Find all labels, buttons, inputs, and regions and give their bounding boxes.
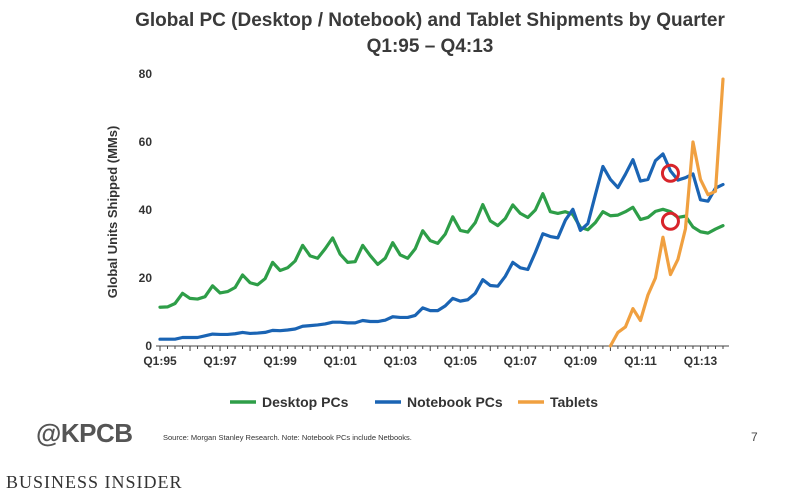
source-note: Source: Morgan Stanley Research. Note: N…	[163, 433, 412, 442]
x-tick-label-q1-95: Q1:95	[143, 354, 177, 368]
y-tick-label-60: 60	[139, 135, 153, 149]
x-tick-label-q1-03: Q1:03	[384, 354, 418, 368]
business-insider-logo: BUSINESS INSIDER	[6, 472, 183, 492]
x-tick-label-q1-01: Q1:01	[323, 354, 357, 368]
series-line-desktop-pcs	[158, 192, 725, 309]
y-tick-label-20: 20	[139, 271, 153, 285]
highlight-circle-1	[660, 163, 680, 183]
chart-title-line-1: Global PC (Desktop / Notebook) and Table…	[135, 10, 725, 31]
legend-label-desktop-pcs: Desktop PCs	[262, 394, 349, 410]
series-line-tablets	[608, 77, 725, 348]
x-tick-label-q1-97: Q1:97	[203, 354, 237, 368]
y-axis-title: Global Units Shipped (MMs)	[105, 126, 120, 299]
highlight-circle-2	[660, 211, 680, 231]
x-tick-label-q1-13: Q1:13	[684, 354, 718, 368]
y-tick-label-80: 80	[139, 67, 153, 81]
legend-label-tablets: Tablets	[550, 394, 598, 410]
y-tick-label-40: 40	[139, 203, 153, 217]
y-tick-label-0: 0	[145, 339, 152, 353]
x-tick-label-q1-07: Q1:07	[504, 354, 538, 368]
x-tick-label-q1-05: Q1:05	[444, 354, 478, 368]
x-tick-label-q1-99: Q1:99	[263, 354, 297, 368]
x-tick-label-q1-11: Q1:11	[624, 354, 657, 368]
page-number: 7	[751, 430, 758, 444]
series-line-notebook-pcs	[158, 152, 725, 341]
chart-title-line-2: Q1:95 – Q4:13	[367, 36, 494, 57]
x-tick-label-q1-09: Q1:09	[564, 354, 598, 368]
kpcb-brand: @KPCB	[36, 418, 133, 448]
legend-label-notebook-pcs: Notebook PCs	[407, 394, 503, 410]
